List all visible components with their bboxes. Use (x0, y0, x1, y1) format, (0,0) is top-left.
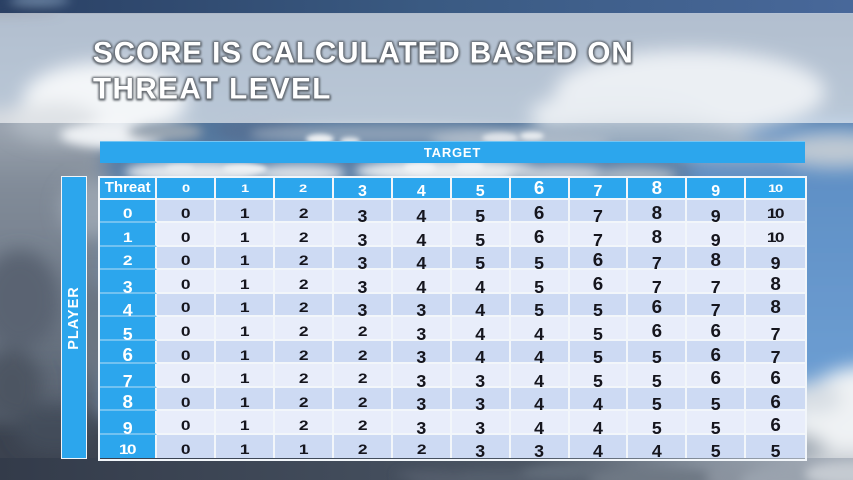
svg-text:THREAT LEVEL: THREAT LEVEL (93, 73, 332, 106)
svg-text:SCORE IS CALCULATED BASED ON: SCORE IS CALCULATED BASED ON (93, 37, 634, 70)
svg-text:SCORE IS CALCULATED BASED ON: SCORE IS CALCULATED BASED ON (93, 37, 634, 70)
svg-text:THREAT LEVEL: THREAT LEVEL (93, 72, 332, 105)
